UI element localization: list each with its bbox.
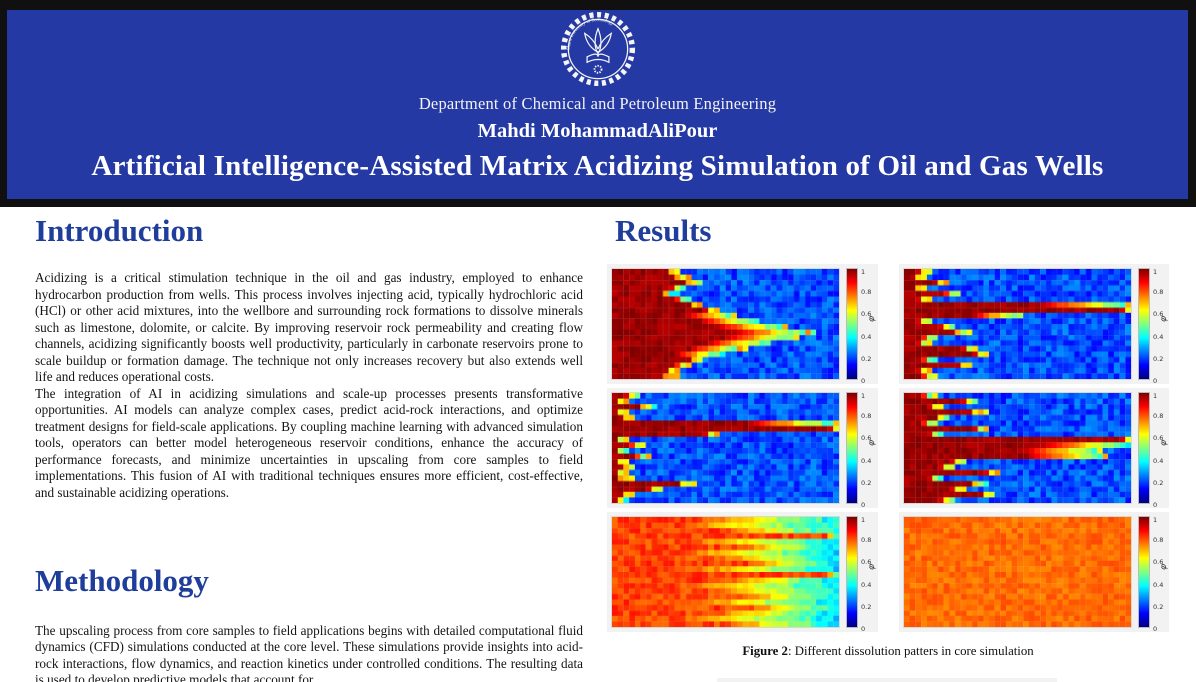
dissolution-panels-grid: 1 0.8 0.6 0.4 0.2 0 φ 1 0.8 0.6 0.4 0.2 0 φ 1 0.8 0.6 0.4… <box>607 264 1171 633</box>
colorbar-tick: 0.2 <box>1153 603 1164 612</box>
right-column: Results 1 0.8 0.6 0.4 0.2 0 φ 1 0.8 0.6 0.4 0.2 0 φ 1 0… <box>607 207 1170 682</box>
dissolution-heatmap-canvas <box>903 268 1132 381</box>
colorbar-tick: 0.8 <box>861 287 872 296</box>
colorbar-tick: 0.8 <box>1153 411 1164 420</box>
colorbar-tick: 0.4 <box>1153 580 1164 589</box>
colorbar-tick: 0.6 <box>1153 310 1164 319</box>
poster-title: Artificial Intelligence-Assisted Matrix … <box>91 150 1104 182</box>
colorbar-tick: 1 <box>1153 268 1158 277</box>
colorbar-tick: 0.4 <box>861 456 872 465</box>
heatmap-panel-conical-dissolution: 1 0.8 0.6 0.4 0.2 0 φ <box>607 264 879 385</box>
colorbar-tick: 0.2 <box>861 355 872 364</box>
colorbar-tick: 0.2 <box>861 479 872 488</box>
colorbar-tick: 0.4 <box>861 332 872 341</box>
colorbar-tick: 0.6 <box>861 434 872 443</box>
colorbar-tick: 0.8 <box>1153 535 1164 544</box>
colorbar-tick: 0.6 <box>861 310 872 319</box>
colorbar-ticks: 1 0.8 0.6 0.4 0.2 0 <box>1153 392 1171 509</box>
colorbar-tick: 0.6 <box>1153 434 1164 443</box>
colorbar-tick: 0.2 <box>1153 479 1164 488</box>
colorbar-ticks: 1 0.8 0.6 0.4 0.2 0 <box>861 268 879 385</box>
results-heading: Results <box>615 213 712 248</box>
heatmap-panel-dominant-wormhole: 1 0.8 0.6 0.4 0.2 0 φ <box>899 264 1171 385</box>
colorbar-tick: 0 <box>1153 377 1158 386</box>
colorbar <box>1138 516 1150 629</box>
colorbar-tick: 0 <box>861 625 866 634</box>
introduction-heading: Introduction <box>35 213 204 248</box>
figure-label: Figure 2 <box>742 644 788 659</box>
colorbar-tick: 1 <box>861 392 866 401</box>
colorbar-tick: 0.8 <box>861 535 872 544</box>
colorbar-ticks: 1 0.8 0.6 0.4 0.2 0 <box>861 516 879 633</box>
dissolution-heatmap-canvas <box>611 268 840 381</box>
figure-text: : Different dissolution patters in core … <box>787 644 1034 659</box>
colorbar-tick: 1 <box>1153 392 1158 401</box>
left-column: Introduction Acidizing is a critical sti… <box>35 207 583 682</box>
introduction-paragraph-2: The integration of AI in acidizing simul… <box>35 385 583 500</box>
heatmap-panel-thin-dominant-wormhole: 1 0.8 0.6 0.4 0.2 0 φ <box>607 388 879 509</box>
colorbar-tick: 0 <box>1153 625 1158 634</box>
heatmap-panel-uniform-dissolution: 1 0.8 0.6 0.4 0.2 0 φ <box>899 512 1171 633</box>
methodology-heading: Methodology <box>35 563 209 599</box>
colorbar <box>846 516 858 629</box>
breakthrough-chart-title: Breakthrough Volume at Different Velocit… <box>717 678 1057 682</box>
colorbar-tick: 1 <box>861 516 866 525</box>
colorbar <box>846 392 858 505</box>
colorbar-ticks: 1 0.8 0.6 0.4 0.2 0 <box>861 392 879 509</box>
colorbar-ticks: 1 0.8 0.6 0.4 0.2 0 <box>1153 516 1171 633</box>
colorbar-ticks: 1 0.8 0.6 0.4 0.2 0 <box>1153 268 1171 385</box>
dissolution-heatmap-canvas <box>611 392 840 505</box>
department-name: Department of Chemical and Petroleum Eng… <box>418 94 777 113</box>
colorbar-tick: 0.4 <box>1153 332 1164 341</box>
colorbar <box>846 268 858 381</box>
dissolution-heatmap-canvas <box>611 516 840 629</box>
colorbar <box>1138 268 1150 381</box>
header-band: Sharif University of Technology Departme… <box>7 10 1188 199</box>
university-seal-icon: Sharif University of Technology <box>559 10 637 88</box>
introduction-paragraph-1: Acidizing is a critical stimulation tech… <box>35 270 583 385</box>
figure-caption: Figure 2: Different dissolution patters … <box>607 644 1169 659</box>
methodology-paragraph: The upscaling process from core samples … <box>35 622 583 682</box>
colorbar-tick: 1 <box>861 268 866 277</box>
dissolution-heatmap-canvas <box>903 392 1132 505</box>
colorbar-tick: 0.4 <box>1153 456 1164 465</box>
colorbar-tick: 1 <box>1153 516 1158 525</box>
author-name: Mahdi MohammadAliPour <box>477 120 718 142</box>
colorbar-tick: 0.2 <box>861 603 872 612</box>
colorbar-tick: 0.2 <box>1153 355 1164 364</box>
colorbar-tick: 0.6 <box>861 558 872 567</box>
colorbar-tick: 0.8 <box>1153 287 1164 296</box>
colorbar-tick: 0.4 <box>861 580 872 589</box>
poster-header: Sharif University of Technology Departme… <box>0 0 1196 207</box>
heatmap-panel-ramified-uniform-transition: 1 0.8 0.6 0.4 0.2 0 φ <box>607 512 879 633</box>
breakthrough-chart: Breakthrough Volume at Different Velocit… <box>717 678 1057 682</box>
colorbar-tick: 0 <box>861 377 866 386</box>
colorbar-tick: 0 <box>1153 501 1158 510</box>
colorbar-tick: 0.8 <box>861 411 872 420</box>
svg-text:Sharif University of Technolog: Sharif University of Technology <box>566 18 614 50</box>
colorbar-tick: 0.6 <box>1153 558 1164 567</box>
dissolution-heatmap-canvas <box>903 516 1132 629</box>
colorbar-tick: 0 <box>861 501 866 510</box>
heatmap-panel-ramified-wormhole: 1 0.8 0.6 0.4 0.2 0 φ <box>899 388 1171 509</box>
colorbar <box>1138 392 1150 505</box>
